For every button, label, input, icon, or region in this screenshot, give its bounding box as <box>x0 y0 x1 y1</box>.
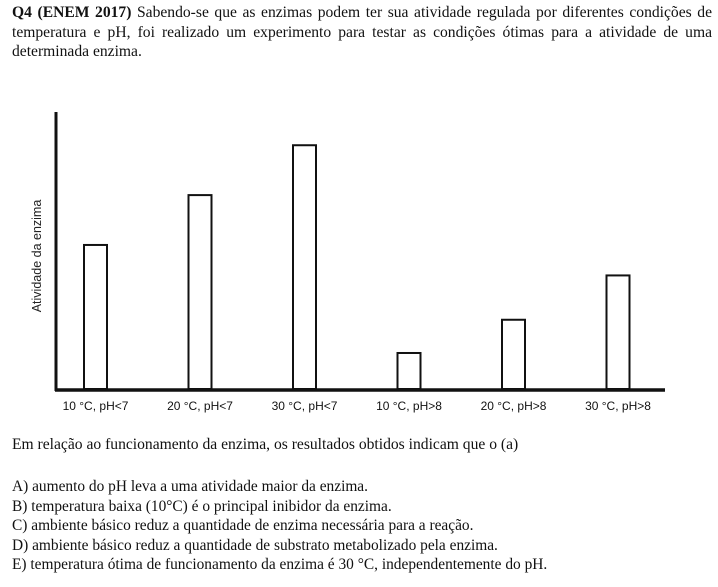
option-d[interactable]: D) ambiente básico reduz a quantidade de… <box>12 536 498 554</box>
y-axis-label: Atividade da enzima <box>30 200 44 313</box>
bar-2 <box>187 194 213 390</box>
x-tick-label-5: 20 °C, pH>8 <box>481 399 547 413</box>
bar-5 <box>501 318 526 390</box>
bar-3 <box>292 144 317 390</box>
x-tick-label-6: 30 °C, pH>8 <box>585 399 651 413</box>
question-prompt: Em relação ao funcionamento da enzima, o… <box>12 436 519 453</box>
answer-options: A) aumento do pH leva a uma atividade ma… <box>12 477 547 575</box>
option-b[interactable]: B) temperatura baixa (10°C) é o principa… <box>12 497 392 515</box>
question-text: Sabendo-se que as enzimas podem ter sua … <box>12 4 712 60</box>
x-tick-label-1: 10 °C, pH<7 <box>63 399 129 413</box>
bar-group <box>83 144 631 391</box>
x-tick-label-3: 30 °C, pH<7 <box>272 399 338 413</box>
question-number: Q4 <box>12 4 32 21</box>
option-a[interactable]: A) aumento do pH leva a uma atividade ma… <box>12 478 368 495</box>
x-tick-labels: 10 °C, pH<7 20 °C, pH<7 30 °C, pH<7 10 °C, … <box>63 399 652 413</box>
option-c[interactable]: C) ambiente básico reduz a quantidade de… <box>12 517 474 535</box>
question-statement: Q4 (ENEM 2017) Sabendo-se que as enzimas… <box>12 3 712 62</box>
option-e[interactable]: E) temperatura ótima de funcionamento da… <box>12 556 548 574</box>
bar-6 <box>605 274 631 390</box>
bar-1 <box>83 243 108 390</box>
enzyme-activity-chart: Atividade da enzima 10 °C, pH<7 20 °C, pH… <box>30 112 665 413</box>
x-tick-label-4: 10 °C, pH>8 <box>376 399 442 413</box>
question-source: (ENEM 2017) <box>37 4 132 21</box>
bar-4 <box>396 351 422 391</box>
x-tick-label-2: 20 °C, pH<7 <box>167 399 233 413</box>
